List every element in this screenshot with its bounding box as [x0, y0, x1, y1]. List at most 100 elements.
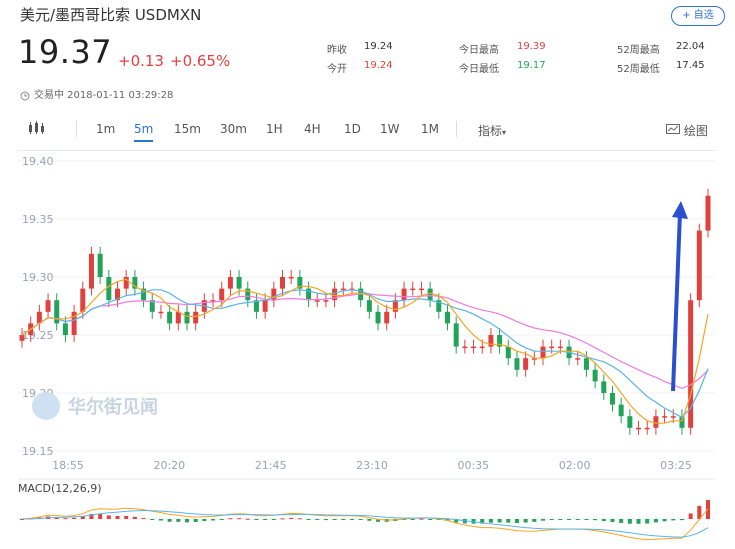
candle: [280, 277, 286, 289]
y-tick-label: 19.15: [22, 445, 54, 458]
timeframe-1d[interactable]: 1D: [344, 122, 361, 136]
macd-histogram-bar: [349, 519, 354, 520]
candle: [193, 311, 199, 324]
timeframe-15m[interactable]: 15m: [174, 122, 201, 136]
candle: [618, 404, 624, 417]
macd-histogram-bar: [297, 518, 302, 520]
macd-histogram-bar: [193, 519, 198, 522]
timeframe-1w[interactable]: 1W: [380, 122, 400, 136]
stat-label: 昨收: [327, 45, 347, 56]
macd-histogram-bar: [132, 516, 137, 519]
stat-label: 今日最高: [459, 45, 499, 56]
macd-histogram-bar: [124, 515, 129, 519]
x-tick-label: 23:10: [356, 459, 388, 472]
indicators-menu[interactable]: 指标▾: [478, 122, 506, 139]
candle: [601, 381, 607, 393]
candle: [45, 300, 51, 312]
macd-histogram-bar: [376, 519, 381, 522]
timeframe-30m[interactable]: 30m: [220, 122, 247, 136]
macd-histogram-bar: [167, 519, 172, 522]
macd-histogram-bar: [150, 519, 155, 520]
macd-histogram-bar: [245, 518, 250, 520]
signal-line: [21, 509, 709, 538]
candle: [97, 253, 103, 277]
candle: [219, 288, 225, 301]
candle: [497, 335, 503, 347]
candle: [705, 195, 711, 231]
macd-histogram-bar: [532, 519, 537, 522]
candle: [575, 358, 581, 360]
macd-line: [21, 507, 709, 541]
add-watchlist-button[interactable]: + 自选: [671, 6, 725, 26]
moving-average-line: [21, 278, 709, 424]
macd-histogram-bar: [306, 519, 311, 520]
macd-histogram-bar: [445, 519, 450, 521]
divider: [456, 121, 457, 137]
macd-histogram-bar: [158, 519, 163, 521]
macd-histogram-bar: [567, 519, 572, 520]
stat-value: 22.04: [676, 41, 705, 52]
candlestick-icon[interactable]: [28, 121, 46, 138]
macd-histogram-bar: [636, 519, 641, 524]
candle: [175, 311, 181, 324]
macd-histogram-bar: [488, 519, 493, 523]
macd-histogram-bar: [671, 519, 676, 521]
timeframe-4h[interactable]: 4H: [304, 122, 321, 136]
candle: [444, 311, 450, 324]
macd-histogram-bar: [89, 514, 94, 519]
market-status: 交易中 2018-01-11 03:29:28: [34, 90, 174, 101]
timeframe-5m[interactable]: 5m: [134, 122, 154, 142]
watermark-logo-icon: [32, 392, 60, 420]
last-price: 19.37: [18, 33, 113, 71]
macd-histogram-bar: [584, 519, 589, 520]
macd-histogram-bar: [358, 519, 363, 520]
macd-histogram-bar: [228, 518, 233, 520]
timeframe-1mo[interactable]: 1M: [421, 122, 439, 136]
macd-histogram-bar: [619, 519, 624, 523]
timeframe-1h[interactable]: 1H: [266, 122, 283, 136]
candle: [410, 288, 416, 291]
candle: [418, 288, 424, 291]
x-tick-label: 21:45: [255, 459, 287, 472]
chart-toolbar: 1m 5m 15m 30m 1H 4H 1D 1W 1M 指标▾ 绘图: [18, 115, 715, 143]
macd-histogram-bar: [80, 516, 85, 519]
candle: [427, 288, 433, 301]
y-tick-label: 19.30: [22, 271, 54, 284]
x-tick-label: 20:20: [153, 459, 185, 472]
candle: [271, 288, 277, 301]
chart-area[interactable]: 19.40 19.35 19.30 19.25 19.20 19.15 18:55 20:20…: [18, 150, 715, 545]
candle: [479, 346, 485, 349]
stat-value: 19.24: [364, 41, 393, 52]
macd-histogram-bar: [610, 519, 615, 522]
macd-histogram-bar: [367, 519, 372, 521]
macd-histogram-bar: [523, 519, 528, 523]
timeframe-1m[interactable]: 1m: [96, 122, 116, 136]
macd-histogram-bar: [454, 519, 459, 523]
candle: [71, 311, 77, 335]
macd-histogram-bar: [480, 519, 485, 524]
macd-histogram-bar: [601, 519, 606, 522]
macd-histogram-bar: [106, 515, 111, 519]
annotation-arrowhead: [672, 201, 688, 219]
y-tick-label: 19.25: [22, 329, 54, 342]
draw-tool-button[interactable]: 绘图: [666, 122, 708, 139]
candle: [462, 346, 468, 349]
candle: [662, 416, 668, 418]
candle: [323, 300, 329, 302]
candle: [141, 288, 147, 301]
macd-histogram-bar: [289, 517, 294, 519]
candle: [158, 311, 164, 314]
candle: [366, 300, 372, 312]
candle: [523, 358, 529, 370]
stat-label: 52周最高: [617, 45, 660, 56]
y-tick-label: 19.40: [22, 155, 54, 168]
candle: [401, 288, 407, 301]
candle: [288, 277, 294, 279]
candle: [88, 253, 94, 289]
indicators-label: 指标: [478, 124, 503, 138]
macd-histogram-bar: [593, 519, 598, 521]
watermark-text: 华尔街见闻: [68, 396, 158, 418]
candle: [670, 416, 676, 418]
stat-label: 52周最低: [617, 64, 660, 75]
